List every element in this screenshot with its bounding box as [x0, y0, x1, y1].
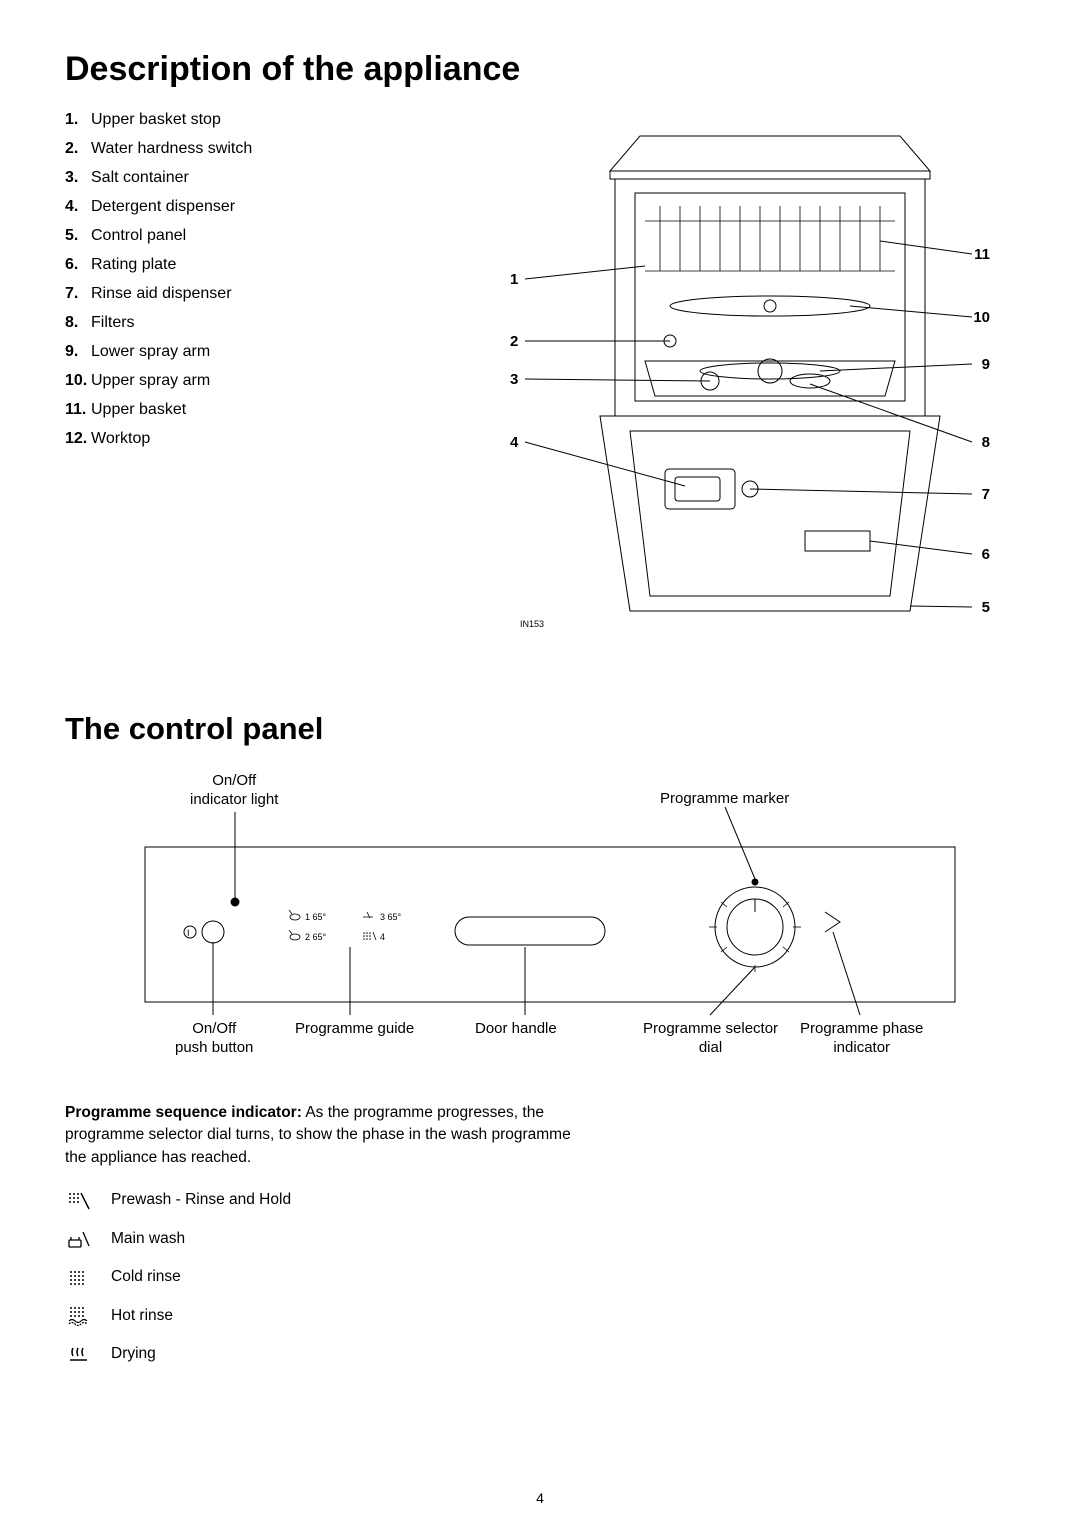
item-num: 1. [65, 111, 91, 129]
list-item: 6.Rating plate [65, 256, 445, 274]
item-label: Prewash - Rinse and Hold [111, 1189, 291, 1211]
item-label: Salt container [91, 169, 189, 186]
item-num: 4. [65, 198, 91, 216]
item-label: Detergent dispenser [91, 198, 235, 215]
list-item: Cold rinse [65, 1266, 585, 1288]
item-num: 3. [65, 169, 91, 187]
callout-num: 7 [982, 486, 990, 503]
callout-num: 6 [982, 546, 990, 563]
item-num: 12. [65, 430, 91, 448]
callout-num: 3 [510, 371, 518, 388]
callout-num: 4 [510, 434, 518, 451]
list-item: 8.Filters [65, 314, 445, 332]
sequence-paragraph: Programme sequence indicator: As the pro… [65, 1102, 585, 1169]
appliance-diagram-column: 1 2 3 4 11 10 9 8 7 6 5 IN153 [485, 111, 1015, 631]
item-label: Upper spray arm [91, 372, 210, 389]
svg-text:1 65°: 1 65° [305, 912, 327, 922]
item-label: Lower spray arm [91, 343, 210, 360]
cp-label-prog-marker: Programme marker [660, 790, 789, 809]
list-item: 12.Worktop [65, 430, 445, 448]
svg-text:3 65°: 3 65° [380, 912, 402, 922]
list-item: Prewash - Rinse and Hold [65, 1189, 585, 1211]
callout-num: 1 [510, 271, 518, 288]
cp-label-prog-phase: Programme phase indicator [800, 1020, 923, 1058]
item-num: 8. [65, 314, 91, 332]
item-label: Main wash [111, 1228, 185, 1250]
item-label: Drying [111, 1343, 156, 1365]
svg-text:4: 4 [380, 932, 385, 942]
cp-label-onoff-light: On/Off indicator light [190, 772, 278, 810]
sequence-list: Prewash - Rinse and Hold Main wash Cold … [65, 1189, 585, 1365]
item-label: Rating plate [91, 256, 176, 273]
item-label: Control panel [91, 227, 186, 244]
list-item: 9.Lower spray arm [65, 343, 445, 361]
callout-num: 9 [982, 356, 990, 373]
item-label: Cold rinse [111, 1266, 181, 1288]
control-panel-title: The control panel [65, 711, 1015, 747]
item-num: 2. [65, 140, 91, 158]
control-panel-diagram: On/Off indicator light Programme marker … [135, 772, 965, 1072]
item-label: Rinse aid dispenser [91, 285, 232, 302]
page-title: Description of the appliance [65, 50, 1015, 89]
cp-label-onoff-btn: On/Off push button [175, 1020, 253, 1058]
item-num: 7. [65, 285, 91, 303]
cp-label-door-handle: Door handle [475, 1020, 557, 1039]
prewash-icon [65, 1190, 93, 1212]
list-item: 11.Upper basket [65, 401, 445, 419]
item-label: Water hardness switch [91, 140, 252, 157]
cp-label-prog-dial: Programme selector dial [643, 1020, 778, 1058]
svg-text:I: I [187, 928, 190, 938]
list-item: 1.Upper basket stop [65, 111, 445, 129]
callout-num: 5 [982, 599, 990, 616]
list-item: 10.Upper spray arm [65, 372, 445, 390]
callout-num: 10 [973, 309, 990, 326]
list-item: 4.Detergent dispenser [65, 198, 445, 216]
dishwasher-illustration [510, 111, 990, 631]
item-label: Filters [91, 314, 135, 331]
parts-list-column: 1.Upper basket stop 2.Water hardness swi… [65, 111, 445, 631]
list-item: 5.Control panel [65, 227, 445, 245]
callout-num: 11 [974, 246, 990, 263]
top-section: 1.Upper basket stop 2.Water hardness swi… [65, 111, 1015, 631]
item-label: Hot rinse [111, 1305, 173, 1327]
list-item: 7.Rinse aid dispenser [65, 285, 445, 303]
item-label: Upper basket [91, 401, 186, 418]
callout-num: 8 [982, 434, 990, 451]
list-item: Drying [65, 1343, 585, 1365]
sequence-section: Programme sequence indicator: As the pro… [65, 1102, 585, 1366]
coldrinse-icon [65, 1267, 93, 1289]
callout-num: 2 [510, 333, 518, 350]
item-label: Worktop [91, 430, 150, 447]
list-item: 2.Water hardness switch [65, 140, 445, 158]
item-num: 10. [65, 372, 91, 390]
svg-text:2 65°: 2 65° [305, 932, 327, 942]
item-label: Upper basket stop [91, 111, 221, 128]
appliance-diagram: 1 2 3 4 11 10 9 8 7 6 5 IN153 [510, 111, 990, 631]
hotrinse-icon [65, 1305, 93, 1327]
cp-label-prog-guide: Programme guide [295, 1020, 414, 1039]
item-num: 9. [65, 343, 91, 361]
list-item: Hot rinse [65, 1305, 585, 1327]
mainwash-icon [65, 1228, 93, 1250]
page-number: 4 [536, 1490, 544, 1506]
list-item: Main wash [65, 1228, 585, 1250]
item-num: 5. [65, 227, 91, 245]
list-item: 3.Salt container [65, 169, 445, 187]
drying-icon [65, 1344, 93, 1366]
item-num: 11. [65, 401, 91, 419]
sequence-lead: Programme sequence indicator: [65, 1104, 302, 1121]
diagram-caption: IN153 [520, 619, 544, 629]
item-num: 6. [65, 256, 91, 274]
parts-list: 1.Upper basket stop 2.Water hardness swi… [65, 111, 445, 448]
